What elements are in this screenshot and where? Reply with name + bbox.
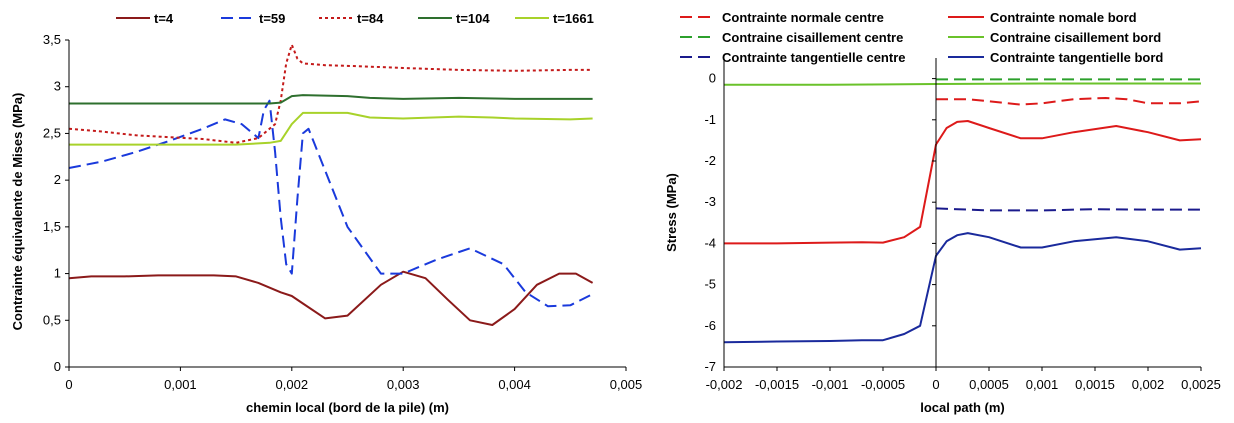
series-line-4: [69, 111, 593, 146]
x-tick-label: 0,0025: [1181, 377, 1221, 392]
chart-stress: -7 -6 -5 -4 -3 -2 -1 0 -0,002 -0,0015 -0,001 -0,000…: [664, 10, 1221, 415]
y-tick-label: 3: [54, 79, 61, 94]
x-tick-label: 0,0015: [1075, 377, 1115, 392]
y-axis-title: Stress (MPa): [664, 173, 679, 252]
y-tick-label: -6: [704, 318, 716, 333]
chart-von-mises: 0 0,5 1 1,5 2 2,5 3 3,5 0 0,001 0,002 0,003 0,004 0,0…: [10, 11, 642, 415]
series-line-3: [724, 120, 1202, 245]
x-tick-label: -0,002: [706, 377, 743, 392]
series-line-3: [69, 94, 593, 105]
legend-label: Contrainte normale centre: [722, 10, 884, 25]
y-tick-label: 1,5: [43, 219, 61, 234]
series-line-2: [68, 43, 593, 144]
x-tick-label: 0,002: [276, 377, 309, 392]
y-tick-label: 0: [709, 71, 716, 86]
legend-label: Contrainte tangentielle centre: [722, 50, 905, 65]
y-tick-label: 2,5: [43, 125, 61, 140]
y-tick-label: 1: [54, 266, 61, 281]
x-tick-label: 0,004: [498, 377, 531, 392]
x-tick-label: 0: [65, 377, 72, 392]
y-tick-label: 3,5: [43, 32, 61, 47]
legend-label: t=104: [456, 11, 490, 26]
series-line-0: [936, 97, 1202, 106]
legend-label: t=1661: [553, 11, 594, 26]
y-tick-label: -7: [704, 359, 716, 374]
x-axis-title: local path (m): [920, 400, 1005, 415]
y-tick-label: -4: [704, 235, 716, 250]
x-axis-title: chemin local (bord de la pile) (m): [246, 400, 449, 415]
x-tick-label: 0,005: [610, 377, 643, 392]
x-tick-label: 0,001: [164, 377, 197, 392]
legend-label: t=84: [357, 11, 384, 26]
y-tick-label: 2: [54, 172, 61, 187]
legend-label: t=4: [154, 11, 174, 26]
series-line-1: [68, 99, 594, 308]
y-tick-label: -2: [704, 153, 716, 168]
x-tick-label: -0,0015: [755, 377, 799, 392]
series-line-5: [723, 232, 1202, 344]
y-tick-label: 0,5: [43, 312, 61, 327]
x-tick-label: -0,001: [812, 377, 849, 392]
y-tick-label: -5: [704, 277, 716, 292]
y-tick-label: 0: [54, 359, 61, 374]
y-tick-label: -1: [704, 112, 716, 127]
x-tick-label: 0: [932, 377, 939, 392]
y-axis-title: Contrainte équivalente de Mises (MPa): [10, 93, 25, 331]
series-line-2: [935, 207, 1201, 212]
legend-label: Contrainte tangentielle bord: [990, 50, 1163, 65]
legend-label: Contrainte nomale bord: [990, 10, 1137, 25]
x-tick-label: 0,003: [387, 377, 420, 392]
series-line-4: [724, 82, 1201, 86]
x-tick-label: 0,001: [1026, 377, 1059, 392]
series-line-0: [68, 270, 594, 326]
legend-label: Contraine cisaillement centre: [722, 30, 903, 45]
x-tick-label: -0,0005: [861, 377, 905, 392]
legend-label: t=59: [259, 11, 285, 26]
legend-label: Contraine cisaillement bord: [990, 30, 1161, 45]
x-tick-label: 0,002: [1132, 377, 1165, 392]
x-tick-label: 0,0005: [969, 377, 1009, 392]
y-tick-label: -3: [704, 194, 716, 209]
